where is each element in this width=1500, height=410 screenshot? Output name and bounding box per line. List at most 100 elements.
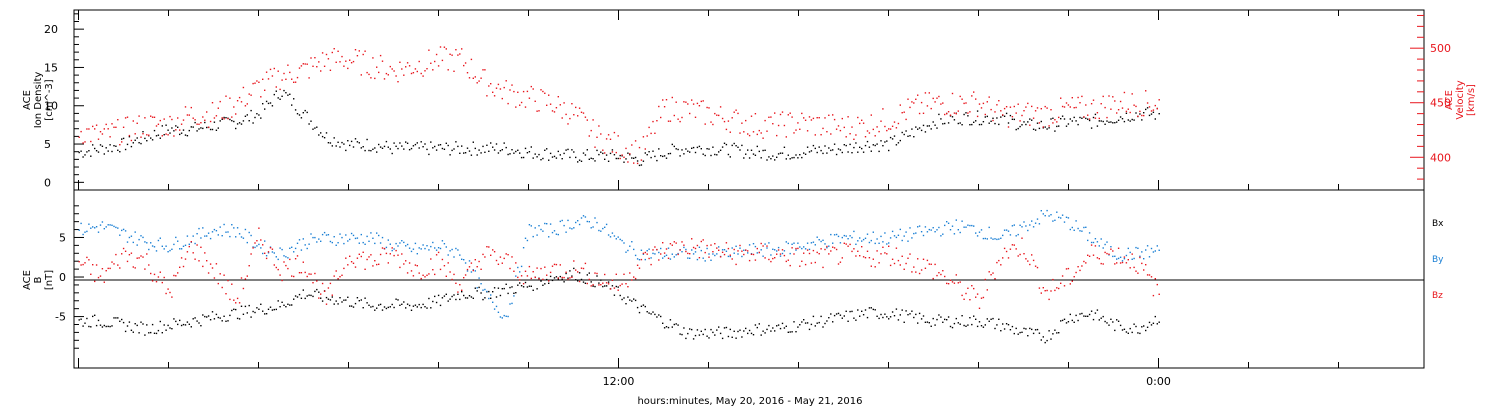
velocity-series-point — [1075, 106, 1077, 109]
bx-series-point — [298, 293, 301, 296]
density-series-point — [965, 112, 967, 114]
velocity-series-point — [990, 108, 992, 111]
density-series-point — [165, 124, 167, 126]
by-series-point — [1036, 218, 1039, 220]
bz-series-point — [582, 267, 585, 270]
bz-series-point — [766, 245, 768, 247]
bz-series-point — [1050, 290, 1052, 292]
bz-series-point — [710, 244, 712, 246]
by-series-point — [762, 255, 764, 257]
bx-series-point — [681, 333, 683, 336]
by-series-point — [294, 247, 297, 250]
density-series-point — [233, 120, 235, 123]
bz-series-point — [783, 254, 786, 257]
velocity-series-point — [435, 53, 438, 56]
by-series-point — [107, 224, 109, 226]
velocity-series-point — [401, 68, 403, 70]
velocity-series-point — [853, 138, 855, 140]
density-series-point — [177, 126, 179, 128]
density-series-point — [1131, 118, 1133, 121]
bx-series-point — [1133, 323, 1135, 325]
density-series-point — [592, 158, 594, 160]
velocity-series-point — [254, 82, 256, 84]
by-series-point — [1077, 227, 1079, 230]
velocity-series-point — [121, 141, 123, 143]
bx-series-point — [714, 334, 716, 336]
velocity-series-point — [899, 104, 901, 106]
bz-series-point — [772, 257, 774, 260]
bx-series-point — [540, 280, 542, 282]
bz-series-point — [163, 276, 165, 279]
velocity-series-point — [323, 65, 326, 67]
bx-series-point — [1069, 313, 1071, 316]
density-series-point — [936, 127, 938, 129]
density-series-point — [940, 118, 942, 120]
by-series-point — [969, 224, 971, 227]
bz-series-point — [474, 259, 476, 261]
density-series-point — [1116, 121, 1118, 123]
bz-series-point — [482, 253, 484, 256]
bz-series-point — [938, 272, 940, 274]
by-series-point — [250, 234, 252, 237]
velocity-series-point — [895, 127, 898, 129]
density-series-point — [998, 123, 1000, 126]
bz-series-point — [258, 227, 260, 229]
b-tick-label: -5 — [55, 311, 66, 324]
bz-series-point — [445, 275, 447, 277]
velocity-series-point — [519, 104, 521, 106]
by-series-point — [913, 232, 915, 235]
by-series-point — [119, 234, 121, 236]
velocity-series-point — [536, 110, 538, 112]
density-series-point — [760, 157, 762, 159]
bx-series-point — [806, 322, 809, 324]
density-series-point — [600, 151, 602, 153]
bx-series-point — [461, 291, 463, 293]
density-series-point — [891, 138, 894, 140]
bx-series-point — [470, 296, 473, 298]
density-series-point — [654, 155, 656, 158]
velocity-series-point — [314, 57, 316, 59]
bx-series-point — [650, 313, 652, 315]
density-series-point — [287, 94, 289, 96]
by-series-point — [109, 224, 111, 226]
velocity-series-point — [366, 71, 368, 74]
by-series-point — [774, 249, 776, 251]
density-series-point — [202, 127, 204, 130]
velocity-series-point — [725, 128, 728, 131]
bz-series-point — [662, 242, 664, 244]
velocity-series-point — [269, 68, 272, 71]
by-series-point — [851, 236, 853, 239]
by-series-point — [1073, 229, 1075, 231]
density-series-point — [90, 155, 92, 157]
velocity-series-point — [791, 116, 793, 118]
density-series-point — [254, 116, 256, 119]
velocity-series-point — [816, 117, 818, 119]
density-series-point — [381, 147, 384, 149]
density-series-point — [918, 127, 921, 129]
density-series-point — [538, 153, 540, 156]
density-series-point — [996, 117, 998, 119]
bz-series-point — [403, 263, 405, 265]
by-series-point — [895, 236, 898, 239]
bz-series-point — [615, 273, 617, 275]
velocity-series-point — [486, 95, 488, 97]
by-series-point — [843, 234, 845, 237]
bx-series-point — [1052, 333, 1054, 335]
bx-series-point — [791, 331, 793, 333]
density-series-point — [577, 161, 579, 163]
velocity-series-point — [1146, 102, 1149, 104]
by-series-point — [990, 237, 992, 239]
density-series-point — [372, 148, 374, 150]
velocity-series-point — [495, 87, 498, 89]
density-series-point — [393, 142, 395, 144]
by-series-point — [1042, 213, 1044, 215]
by-series-point — [611, 232, 614, 234]
bz-series-point — [177, 272, 179, 274]
by-series-point — [920, 231, 923, 233]
density-series-point — [602, 152, 604, 155]
velocity-series-point — [115, 126, 117, 128]
velocity-series-point — [592, 119, 594, 121]
bx-series-point — [764, 332, 766, 334]
bx-series-point — [524, 281, 527, 284]
bz-series-point — [918, 272, 921, 275]
